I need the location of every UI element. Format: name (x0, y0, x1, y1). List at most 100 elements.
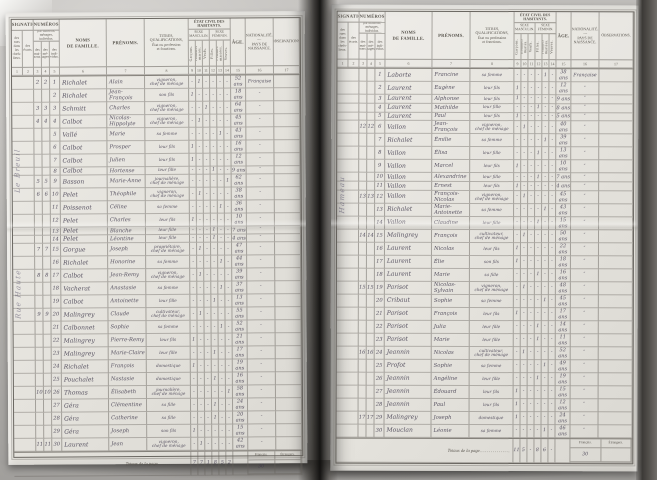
menage-number: 9 (43, 308, 52, 322)
etat-civil-mark: - (203, 88, 211, 102)
etat-civil-subcol-label: Veuves. (549, 39, 554, 54)
profession: leur fils (145, 153, 190, 168)
etat-civil-mark: 1 (225, 385, 233, 399)
designation-cell (13, 373, 36, 387)
maison-number (359, 94, 368, 104)
nationality-value: ″ (571, 160, 600, 174)
profession: son fils (469, 255, 514, 270)
maison-number: 4 (34, 115, 43, 129)
etat-civil-mark: - (203, 114, 211, 128)
maison-number: 10 (35, 386, 44, 400)
individu-number: 22 (374, 320, 385, 334)
individu-number: 6 (50, 141, 61, 155)
first-name: Francine (432, 68, 471, 82)
etat-civil-mark: 1 (541, 295, 549, 309)
profession: vigneron, chef de ménage (145, 101, 190, 116)
age-value: 5 ans (556, 112, 572, 122)
first-name: Jean-Remy (108, 269, 147, 283)
designation-cell (12, 214, 35, 228)
individu-number: 17 (374, 255, 385, 269)
etat-civil-mark: - (527, 243, 535, 257)
maison-number (35, 373, 44, 387)
profession: vigneron, chef de ménage (469, 281, 514, 296)
observation-value (598, 269, 633, 283)
etat-civil-mark: - (217, 166, 225, 175)
designation-cell (13, 321, 36, 335)
nationalite-header: NATIONALITÉ. — PAYS DE NAISSANCE. (571, 12, 600, 61)
profession: cultivateur, chef de ménage (469, 346, 514, 361)
etat-civil-mark: - (520, 269, 528, 283)
etat-civil-mark: - (541, 386, 549, 400)
observation-value (599, 217, 634, 231)
designation-cell (12, 89, 35, 103)
profession: son fils (147, 424, 192, 439)
etat-civil-mark: 1 (513, 256, 521, 270)
nationality-value: ″ (570, 386, 599, 400)
profession: leur fils (469, 385, 514, 400)
census-sheet: DÉSIGNATION des rues dans les chefs-lieux… (333, 8, 637, 467)
prenoms-header: PRÉNOMS. (432, 11, 471, 60)
observation-value (275, 242, 302, 256)
etat-civil-mark: - (189, 166, 197, 175)
etat-civil-mark: - (218, 359, 226, 373)
first-name: Blanche (107, 227, 146, 236)
age-value: 40 ans (556, 121, 572, 135)
maison-number (358, 359, 367, 373)
etat-civil-mark: - (535, 160, 543, 174)
family-name: Thomas (61, 386, 109, 400)
designation-cell (337, 160, 360, 174)
menage-number (366, 359, 375, 373)
column-number: 1 (11, 67, 24, 76)
nationality-value: ″ (246, 166, 275, 175)
etat-civil-mark: - (541, 373, 549, 387)
etat-civil-mark: 1 (514, 112, 522, 122)
etat-civil-mark: 1 (514, 182, 522, 192)
individu-number: 24 (51, 360, 62, 374)
etat-civil-mark: - (548, 386, 556, 400)
nationality-value: ″ (571, 191, 600, 205)
etat-civil-mark: 1 (513, 308, 521, 322)
observation-value (598, 295, 633, 309)
totals-value: - (548, 439, 556, 464)
first-name: Nicolas-Sylvain (431, 281, 470, 295)
etat-civil-mark: - (548, 347, 556, 361)
census-page-left: DÉSIGNATION des rues dans les chefs-lieux… (5, 11, 308, 477)
family-name: Vallon (385, 216, 433, 230)
nationality-value: ″ (570, 256, 599, 270)
first-name: Théophile (107, 188, 146, 202)
age-value: 37 ans (232, 281, 248, 295)
table-row: 7 Richalet Émilie sa femme - - - -1-39 ans ″ (337, 134, 634, 148)
menage-number (367, 203, 376, 217)
etat-civil-subcol-label: Filles. (535, 41, 540, 53)
age-value: 12 ans (231, 153, 247, 167)
first-name: Eugène (432, 81, 471, 95)
nationality-value: ″ (571, 112, 600, 122)
menage-number: 8 (43, 269, 52, 283)
etat-civil-mark: - (534, 282, 542, 296)
etat-civil-mark: - (210, 114, 218, 128)
first-name: Ernest (432, 182, 471, 191)
observation-value (274, 213, 301, 227)
family-name: Vallon (385, 173, 433, 183)
etat-civil-mark: - (217, 234, 226, 243)
maison-number: 16 (358, 346, 367, 360)
profession: vigneron, chef de ménage (470, 121, 515, 135)
nationality-value: ″ (570, 373, 599, 387)
designation-cell (337, 68, 360, 82)
age-value: 43 ans (556, 204, 572, 218)
etat-civil-mark: - (535, 204, 543, 218)
age-value: 46 ans (555, 425, 571, 439)
nationality-value: ″ (246, 88, 275, 102)
menage-number (367, 81, 376, 95)
menage-number (42, 214, 51, 228)
menage-number (43, 399, 53, 413)
book-fore-edge (636, 0, 657, 480)
totals-age-blank (555, 439, 571, 464)
etat-civil-mark: 1 (535, 217, 543, 231)
profession: leur fille (145, 234, 191, 244)
designation-cell (336, 398, 359, 412)
profession: leur fils (145, 140, 190, 155)
etat-civil-mark: - (197, 320, 205, 334)
first-name: Julia (431, 320, 470, 334)
